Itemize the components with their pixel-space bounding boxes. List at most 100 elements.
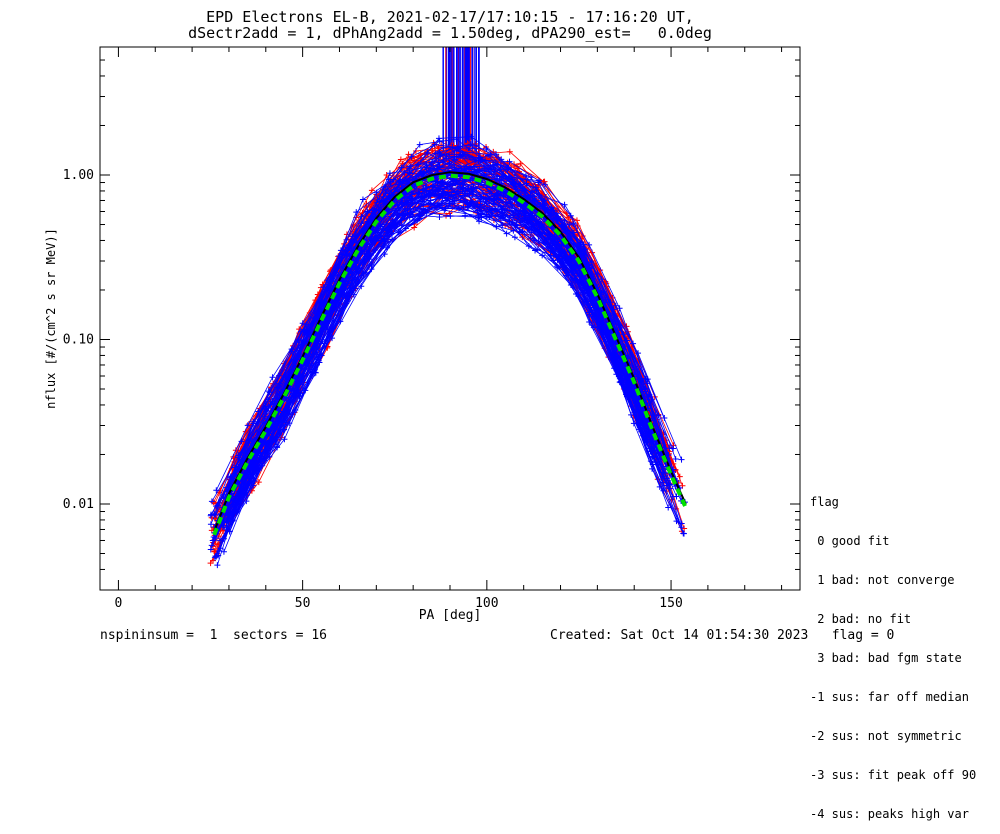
trace-point xyxy=(586,311,593,318)
trace-point xyxy=(666,485,673,492)
trace-point xyxy=(678,456,685,463)
y-axis-label: nflux [#/(cm^2 s sr MeV)] xyxy=(44,228,58,409)
chart-title-line-2: dSectr2add = 1, dPhAng2add = 1.50deg, dP… xyxy=(188,24,712,42)
trace-point xyxy=(492,161,499,168)
trace-point xyxy=(542,207,549,214)
trace-point xyxy=(492,206,499,213)
trace-line xyxy=(215,176,650,519)
trace-point xyxy=(566,221,573,228)
fit-curve xyxy=(212,173,688,536)
trace-line xyxy=(219,172,660,510)
trace-line xyxy=(229,178,662,494)
trace-point xyxy=(236,490,243,497)
trace-point xyxy=(235,454,242,461)
trace-point xyxy=(395,181,402,188)
trace-point xyxy=(397,156,404,163)
legend-item: 0 good fit xyxy=(810,534,890,548)
trace-point xyxy=(522,192,529,199)
trace-point xyxy=(245,421,252,428)
footer-spin-info: nspininsum = 1 sectors = 16 xyxy=(100,628,327,643)
trace-point xyxy=(637,409,644,416)
trace-point xyxy=(416,141,423,148)
trace-point xyxy=(220,548,227,555)
trace-line xyxy=(212,172,652,547)
trace-point xyxy=(506,148,513,155)
trace-point xyxy=(554,264,561,271)
trace-point xyxy=(553,263,560,270)
trace-point xyxy=(665,504,672,511)
trace-line xyxy=(229,180,645,492)
trace-point xyxy=(497,215,504,222)
trace-point xyxy=(580,287,587,294)
trace-point xyxy=(616,305,623,312)
trace-point xyxy=(439,178,446,185)
trace-point xyxy=(412,147,419,154)
trace-line xyxy=(217,178,653,530)
trace-point xyxy=(589,322,596,329)
trace-point xyxy=(316,310,323,317)
trace-point xyxy=(461,178,468,185)
trace-line xyxy=(214,181,660,540)
trace-point xyxy=(521,217,528,224)
trace-point xyxy=(676,473,683,480)
trace-point xyxy=(381,251,388,258)
trace-point xyxy=(363,250,370,257)
trace-point xyxy=(249,465,256,472)
trace-point xyxy=(366,253,373,260)
trace-line xyxy=(215,180,657,539)
trace-point xyxy=(406,165,413,172)
trace-point xyxy=(368,187,375,194)
trace-point xyxy=(441,207,448,214)
trace-point xyxy=(286,420,293,427)
trace-line xyxy=(210,171,670,550)
trace-point xyxy=(299,320,306,327)
trace-point xyxy=(567,212,574,219)
trace-point xyxy=(468,133,475,140)
trace-point xyxy=(536,177,543,184)
trace-point xyxy=(289,366,296,373)
trace-point xyxy=(656,483,663,490)
trace-point xyxy=(522,173,529,180)
trace-line xyxy=(210,171,660,525)
trace-point xyxy=(434,179,441,186)
trace-point xyxy=(613,371,620,378)
trace-point xyxy=(673,493,680,500)
trace-point xyxy=(563,272,570,279)
legend-item: -3 sus: fit peak off 90 xyxy=(810,768,977,782)
trace-point xyxy=(229,517,236,524)
trace-point xyxy=(476,212,483,219)
trace-point xyxy=(497,203,504,210)
trace-point xyxy=(269,374,276,381)
x-tick-label: 50 xyxy=(295,596,311,611)
trace-point xyxy=(573,217,580,224)
trace-point xyxy=(440,144,447,151)
trace-point xyxy=(424,149,431,156)
trace-point xyxy=(535,238,542,245)
trace-point xyxy=(436,214,443,221)
trace-point xyxy=(451,164,458,171)
trace-point xyxy=(214,562,221,569)
trace-point xyxy=(493,151,500,158)
trace-point xyxy=(439,190,446,197)
x-tick-label: 100 xyxy=(475,596,498,611)
trace-point xyxy=(394,201,401,208)
trace-point xyxy=(482,195,489,202)
trace-point xyxy=(281,436,288,443)
trace-point xyxy=(476,218,483,225)
trace-point xyxy=(559,257,566,264)
trace-line xyxy=(212,168,661,543)
trace-point xyxy=(497,162,504,169)
trace-line xyxy=(222,176,643,531)
trace-point xyxy=(303,328,310,335)
trace-point xyxy=(210,499,217,506)
trace-point xyxy=(378,237,385,244)
trace-line xyxy=(214,172,661,536)
trace-point xyxy=(517,160,524,167)
trace-point xyxy=(325,326,332,333)
trace-point xyxy=(358,283,365,290)
trace-point xyxy=(296,393,303,400)
trace-point xyxy=(680,530,687,537)
trace-point xyxy=(217,537,224,544)
trace-point xyxy=(360,270,367,277)
trace-point xyxy=(476,154,483,161)
